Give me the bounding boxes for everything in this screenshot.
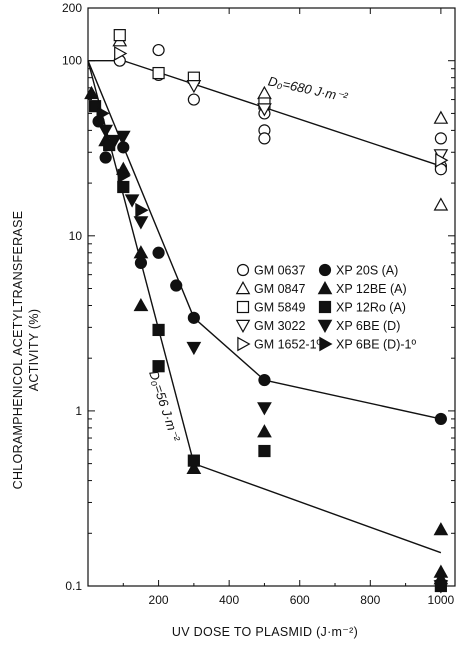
y-axis-label-line-1: CHLORAMPHENICOL ACETYLTRANSFERASE [11,211,25,490]
data-point-triangle-down-filled [115,130,131,144]
data-point-triangle-up-open [257,85,272,100]
data-point-square-filled [117,180,130,194]
legend: GM 0637 GM 0847 GM 5849 GM 3022 GM 1652-1º XP… [235,263,416,352]
data-point-triangle-up-filled [433,564,449,578]
data-point-triangle-up-filled [433,522,449,536]
x-tick-label: 600 [290,593,310,607]
data-point-triangle-down-open [257,103,272,117]
data-point-triangle-right-open [435,152,449,168]
data-point-circle-filled [258,373,271,387]
x-tick-label: 200 [149,593,169,607]
y-tick-label: 10 [69,229,83,243]
y-tick-label: 100 [62,54,82,68]
data-point-square-filled [258,444,271,458]
legend-marker-square-filled [318,300,332,314]
legend-label: GM 1652-1º [254,338,322,352]
data-point-triangle-down-filled [186,341,202,356]
data-point-circle-open [258,132,271,145]
data-point-square-filled [152,323,165,337]
legend-marker-triangle-right-filled [319,336,333,352]
data-point-triangle-right-open [114,46,128,61]
data-point-circle-filled [134,256,148,270]
legend-label: XP 6BE (D) [336,319,400,333]
y-tick-label: 200 [62,1,82,15]
annotation-d0-2: D₀=56 J·m⁻² [146,369,183,444]
data-point-square-open [113,29,126,42]
data-point-triangle-up-filled [133,297,149,312]
data-point-triangle-down-filled [98,124,114,138]
data-point-square-filled [187,454,200,467]
legend-label: XP 12Ro (A) [336,301,406,315]
legend-label: XP 20S (A) [336,264,398,278]
data-point-triangle-right-filled [96,106,110,121]
y-axis-label-line-2: ACTIVITY (%) [27,309,41,392]
fit-line-3 [87,60,442,420]
x-axis-label: UV DOSE TO PLASMID (J·m⁻²) [172,625,358,639]
data-point-triangle-up-open [433,197,449,211]
legend-label: GM 5849 [254,301,305,315]
fit-line-4 [193,462,442,554]
axis-ticks: 200 400 600 800 1000 0.1 1 10 100 200 [62,1,455,607]
legend-marker-circle-filled [318,263,332,277]
legend-marker-circle-open [236,263,250,277]
legend-label: GM 0637 [254,264,305,278]
legend-marker-square-open [236,300,250,314]
data-point-circle-open [434,132,447,145]
data-point-square-filled [152,360,165,373]
data-point-triangle-up-filled [257,424,272,438]
x-tick-label: 400 [219,593,239,607]
data-point-triangle-down-filled [107,134,122,149]
legend-label: XP 12BE (A) [336,282,407,296]
annotation-d0-1: D₀=680 J·m⁻² [267,73,350,105]
plot-border [87,7,456,587]
data-point-circle-filled [434,412,447,426]
data-point-triangle-down-open [186,79,202,94]
data-point-circle-filled [99,151,112,164]
annotations: D₀=680 J·m⁻² D₀=56 J·m⁻² [146,73,349,443]
data-point-circle-filled [152,246,165,259]
data-point-triangle-down-filled [124,194,140,208]
data-point-triangle-down-filled [133,216,149,230]
data-points [84,29,449,594]
data-point-triangle-up-open [433,110,449,124]
data-point-circle-filled [187,311,200,324]
y-tick-label: 0.1 [65,579,82,593]
legend-marker-triangle-right-open [237,336,251,352]
data-point-triangle-right-filled [135,202,149,218]
legend-marker-triangle-down-filled [317,319,333,334]
legend-label: GM 3022 [254,319,305,333]
data-point-circle-open [152,43,165,57]
data-point-triangle-down-filled [257,402,272,416]
legend-label: XP 6BE (D)-1º [336,338,416,352]
legend-label: GM 0847 [254,282,305,296]
legend-marker-triangle-up-filled [317,280,333,295]
data-point-triangle-right-filled [117,168,131,184]
data-point-circle-filled [170,279,183,292]
data-point-triangle-up-filled [84,85,99,100]
data-point-circle-open [187,93,200,106]
data-point-triangle-up-filled [133,245,149,259]
x-tick-label: 1000 [428,593,455,607]
legend-marker-triangle-up-open [235,280,251,295]
data-point-square-open [152,66,165,80]
legend-marker-triangle-down-open [235,319,251,334]
y-tick-label: 1 [75,404,82,418]
plot-frame [87,7,456,587]
data-point-triangle-up-filled [186,460,202,474]
data-point-square-filled [88,100,102,113]
x-tick-label: 800 [360,593,380,607]
